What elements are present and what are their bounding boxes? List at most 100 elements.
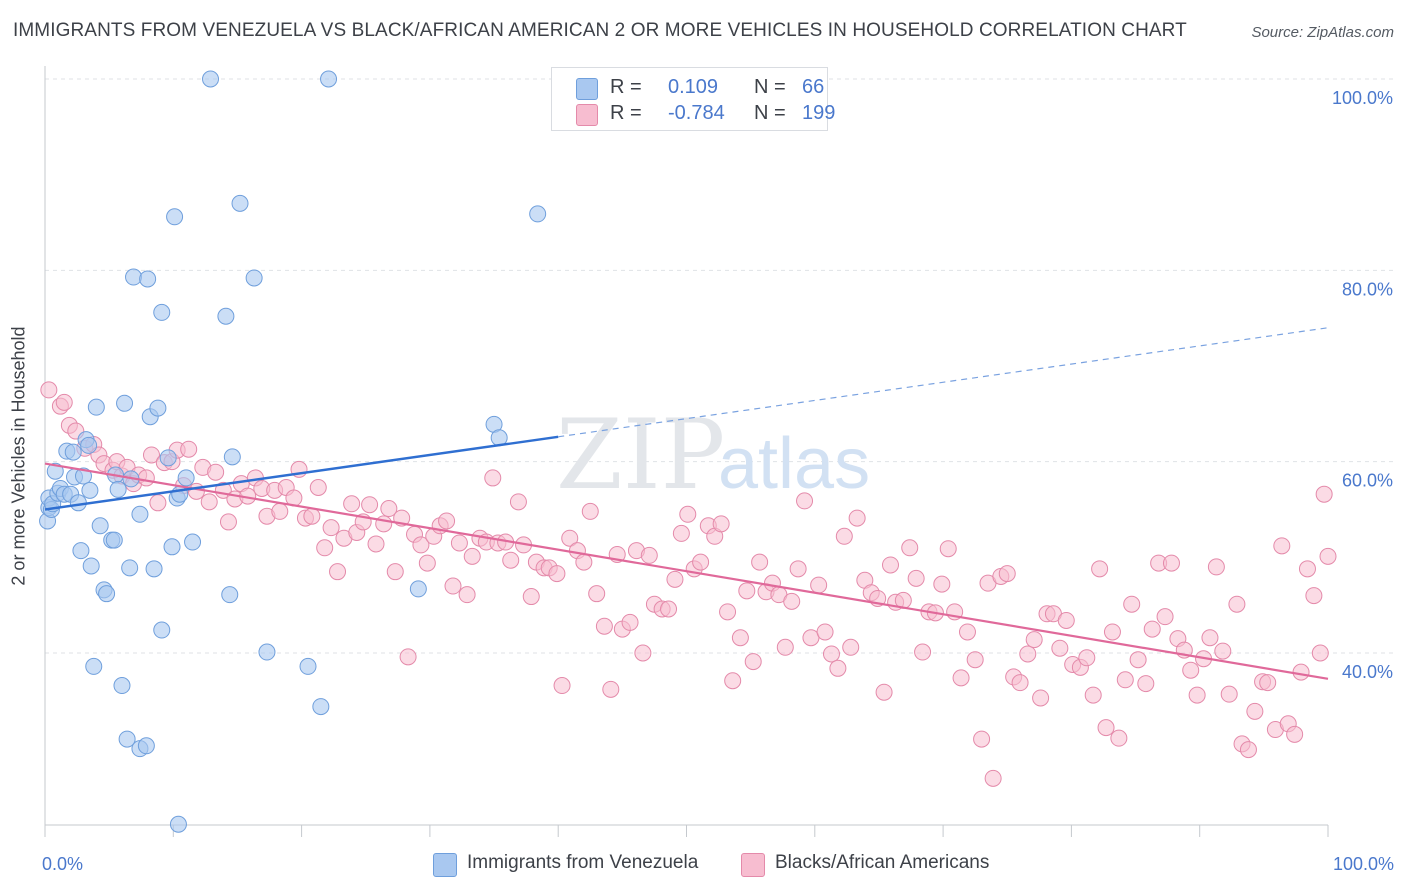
bottom-legend-label: Blacks/African Americans (775, 852, 990, 873)
data-point-black (367, 535, 385, 553)
data-point-venezuela (153, 621, 171, 639)
data-point-black (789, 560, 807, 578)
data-point-venezuela (80, 436, 98, 454)
data-point-venezuela (72, 542, 90, 560)
data-point-black (952, 669, 970, 687)
data-point-black (1032, 689, 1050, 707)
data-point-black (907, 569, 925, 587)
data-point-black (848, 509, 866, 527)
data-point-black (881, 556, 899, 574)
y-tick-label: 80.0% (1342, 279, 1393, 299)
data-point-black (998, 565, 1016, 583)
data-point-black (1057, 611, 1075, 629)
data-point-black (1311, 644, 1329, 662)
data-point-black (914, 643, 932, 661)
data-point-venezuela (91, 517, 109, 535)
data-point-black (361, 496, 379, 514)
legend-r-label: R = (610, 76, 642, 98)
data-point-black (634, 644, 652, 662)
data-point-venezuela (529, 205, 547, 223)
data-point-black (1110, 729, 1128, 747)
data-point-venezuela (231, 194, 249, 212)
data-point-black (958, 623, 976, 641)
data-point-black (322, 519, 340, 537)
data-point-black (1207, 558, 1225, 576)
data-point-black (816, 623, 834, 641)
data-point-black (1084, 686, 1102, 704)
series-blacks-african-americans (40, 381, 1337, 787)
watermark-atlas: atlas (718, 424, 870, 504)
data-point-black (581, 502, 599, 520)
series-immigrants-from-venezuela (39, 70, 547, 833)
data-point-black (1143, 620, 1161, 638)
data-point-black (692, 553, 710, 571)
data-point-black (966, 651, 984, 669)
data-point-black (1097, 719, 1115, 737)
data-point-black (187, 482, 205, 500)
trend-line-black (44, 462, 1329, 680)
data-point-venezuela (131, 505, 149, 523)
data-point-black (939, 540, 957, 558)
data-point-black (1182, 661, 1200, 679)
data-point-black (137, 469, 155, 487)
data-point-black (438, 512, 456, 530)
data-point-black (180, 440, 198, 458)
data-point-venezuela (202, 70, 220, 88)
x-tick-label: 0.0% (42, 854, 83, 874)
data-point-black (1051, 639, 1069, 657)
chart-title: IMMIGRANTS FROM VENEZUELA VS BLACK/AFRIC… (13, 20, 1187, 41)
data-point-black (1298, 560, 1316, 578)
data-point-black (588, 585, 606, 603)
y-tick-label: 40.0% (1342, 662, 1393, 682)
data-point-black (1123, 595, 1141, 613)
data-point-black (822, 645, 840, 663)
data-point-black (1273, 537, 1291, 555)
data-point-black (719, 603, 737, 621)
data-point-black (744, 653, 762, 671)
data-point-black (1292, 663, 1310, 681)
data-point-venezuela (166, 208, 184, 226)
data-point-black (375, 515, 393, 533)
legend-r-value: -0.784 (668, 102, 725, 124)
data-point-venezuela (98, 585, 116, 603)
data-point-black (1239, 741, 1257, 759)
data-point-venezuela (116, 394, 134, 412)
data-point-venezuela (137, 737, 155, 755)
data-point-black (1319, 547, 1337, 565)
data-point-black (1305, 587, 1323, 605)
data-point-black (1129, 651, 1147, 669)
data-point-black (399, 648, 417, 666)
data-point-black (621, 613, 639, 631)
legend-swatch-black (576, 104, 598, 126)
data-point-black (724, 672, 742, 690)
data-point-black (666, 570, 684, 588)
data-point-black (219, 513, 237, 531)
data-point-venezuela (74, 467, 92, 485)
data-point-venezuela (217, 307, 235, 325)
data-point-black (796, 492, 814, 510)
data-point-venezuela (149, 399, 167, 417)
data-point-black (553, 677, 571, 695)
y-tick-label: 60.0% (1342, 471, 1393, 491)
data-point-black (418, 554, 436, 572)
data-point-venezuela (409, 580, 427, 598)
data-point-venezuela (87, 398, 105, 416)
bottom-legend-swatch-black (741, 853, 765, 877)
data-point-black (509, 493, 527, 511)
data-point-black (751, 553, 769, 571)
data-point-black (309, 478, 327, 496)
legend-n-value: 66 (802, 76, 825, 98)
data-point-black (1103, 623, 1121, 641)
data-point-black (835, 527, 853, 545)
data-point-black (1246, 702, 1264, 720)
data-point-venezuela (145, 560, 163, 578)
data-point-black (829, 659, 847, 677)
data-point-venezuela (312, 698, 330, 716)
data-point-venezuela (163, 538, 181, 556)
data-point-black (271, 502, 289, 520)
y-tick-label: 100.0% (1332, 88, 1393, 108)
data-point-black (602, 680, 620, 698)
data-point-black (1137, 675, 1155, 693)
data-point-black (548, 565, 566, 583)
